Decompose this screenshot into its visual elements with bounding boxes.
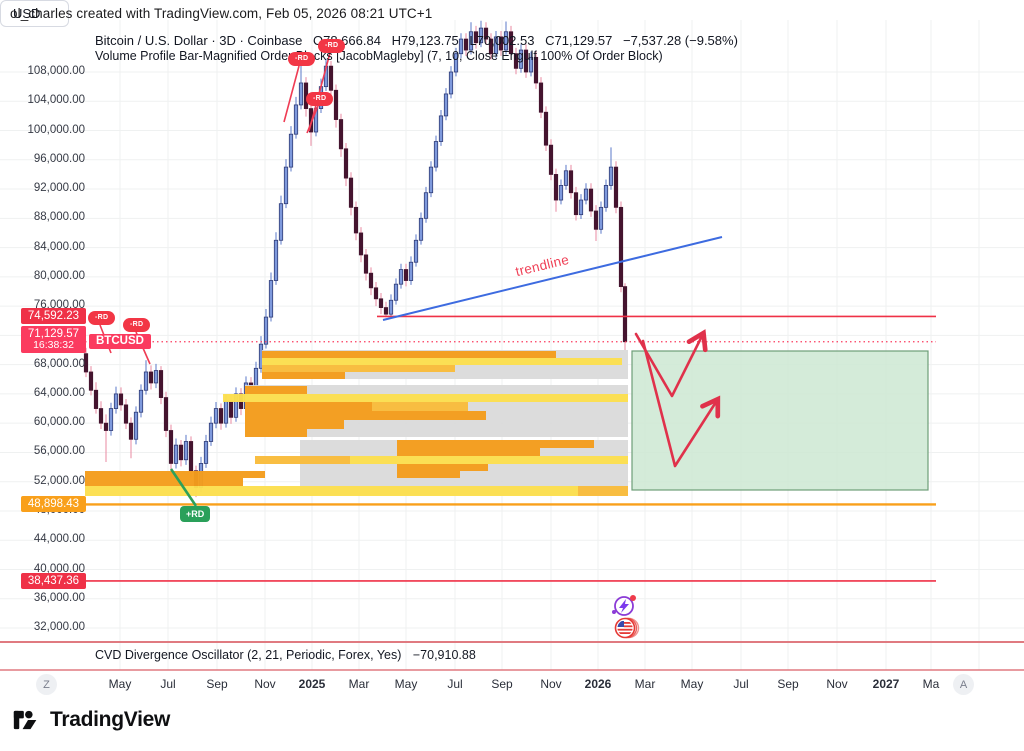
cvd-indicator-title[interactable]: CVD Divergence Oscillator (2, 21, Period… <box>95 648 402 662</box>
cvd-indicator-row: CVD Divergence Oscillator (2, 21, Period… <box>95 648 476 662</box>
time-axis-tick: 2026 <box>584 677 612 691</box>
time-axis-tick: Sep <box>206 677 228 691</box>
projection-zone-box[interactable] <box>631 350 929 491</box>
minus-rd-badge[interactable]: -RD <box>288 52 316 66</box>
minus-rd-badge[interactable]: -RD <box>306 92 334 106</box>
price-axis-tick: 88,000.00 <box>33 211 85 224</box>
time-axis-tick: Sep <box>491 677 513 691</box>
grid-lines <box>0 20 1024 670</box>
price-axis-tick: 56,000.00 <box>33 445 85 458</box>
price-axis-tick: 68,000.00 <box>33 357 85 370</box>
tradingview-logo-icon <box>13 710 37 730</box>
minus-rd-badge[interactable]: -RD <box>318 39 346 53</box>
price-axis-tick: 44,000.00 <box>33 533 85 546</box>
ohlc-close: C71,129.57 <box>545 33 613 48</box>
tradingview-logo-text: TradingView <box>50 708 171 731</box>
tradingview-logo[interactable]: TradingView <box>13 705 170 735</box>
scroll-left-button[interactable]: Z <box>36 674 57 695</box>
ohlc-change: −7,537.28 (−9.58%) <box>622 33 738 48</box>
time-axis-tick: Jul <box>733 677 749 691</box>
price-axis-tick: 40,000.00 <box>33 562 85 575</box>
time-axis-tick: 2027 <box>872 677 900 691</box>
price-axis-tick: 76,000.00 <box>33 299 85 312</box>
time-axis-tick: Nov <box>254 677 276 691</box>
us-flag-event-icon[interactable] <box>614 617 640 639</box>
price-marker-label: 71,129.57 16:38:32 <box>21 326 86 354</box>
plus-rd-signal-line <box>169 468 198 507</box>
time-axis-tick: Sep <box>777 677 799 691</box>
time-axis-tick: Jul <box>447 677 463 691</box>
projection-arrow-drawing[interactable] <box>641 339 721 468</box>
time-axis-tick: 2025 <box>298 677 326 691</box>
price-axis-tick: 64,000.00 <box>33 386 85 399</box>
attribution-text: ol_charles created with TradingView.com,… <box>10 6 433 21</box>
time-axis-tick: May <box>680 677 704 691</box>
time-axis-tick: May <box>108 677 132 691</box>
price-axis-tick: 80,000.00 <box>33 269 85 282</box>
minus-rd-badge[interactable]: -RD <box>88 311 116 325</box>
cvd-indicator-value: −70,910.88 <box>412 648 476 662</box>
volume-profile-order-blocks[interactable] <box>85 350 628 496</box>
plus-rd-badge[interactable]: +RD <box>180 506 211 522</box>
price-axis-tick: 84,000.00 <box>33 240 85 253</box>
economic-event-lightning-icon[interactable] <box>612 595 636 616</box>
price-marker-label: 48,898.43 <box>21 496 86 513</box>
indicator-header[interactable]: Volume Profile Bar-Magnified Order Block… <box>95 49 663 63</box>
price-marker-label: 74,592.23 <box>21 308 86 325</box>
symbol-title[interactable]: Bitcoin / U.S. Dollar · 3D · Coinbase <box>95 33 303 48</box>
ohlc-high: H79,123.75 <box>391 33 459 48</box>
price-axis-tick: 36,000.00 <box>33 591 85 604</box>
candlestick-series[interactable] <box>83 20 628 498</box>
scroll-right-button[interactable]: A <box>953 674 974 695</box>
rd-signal-line <box>306 105 319 134</box>
ohlc-low: L70,002.53 <box>469 33 535 48</box>
price-axis-tick: 52,000.00 <box>33 474 85 487</box>
minus-rd-badge[interactable]: -RD <box>123 318 151 332</box>
symbol-price-tag: BTCUSD <box>89 333 151 349</box>
bar-countdown: 16:38:32 <box>33 339 74 352</box>
price-axis-tick: 60,000.00 <box>33 416 85 429</box>
symbol-header: Bitcoin / U.S. Dollar · 3D · Coinbase O7… <box>95 33 745 48</box>
trendline-drawing[interactable] <box>382 236 723 321</box>
price-axis-tick: 104,000.00 <box>27 94 85 107</box>
price-axis-tick: 96,000.00 <box>33 152 85 165</box>
price-axis-tick: 108,000.00 <box>27 65 85 77</box>
time-axis-tick: Ma <box>922 677 940 691</box>
time-axis-tick: Mar <box>634 677 656 691</box>
currency-selector-button[interactable]: USD <box>0 0 69 27</box>
time-axis-tick: May <box>394 677 418 691</box>
rd-signal-line <box>283 65 300 123</box>
price-axis-tick: 92,000.00 <box>33 182 85 195</box>
price-axis-tick: 100,000.00 <box>27 123 85 136</box>
projection-arrow-drawing[interactable] <box>634 329 708 398</box>
time-axis-tick: Nov <box>826 677 848 691</box>
time-axis-tick: Nov <box>540 677 562 691</box>
time-axis-tick: Mar <box>348 677 370 691</box>
price-axis-tick: 32,000.00 <box>33 621 85 634</box>
time-axis-tick: Jul <box>160 677 176 691</box>
price-marker-label: 38,437.36 <box>21 572 86 589</box>
